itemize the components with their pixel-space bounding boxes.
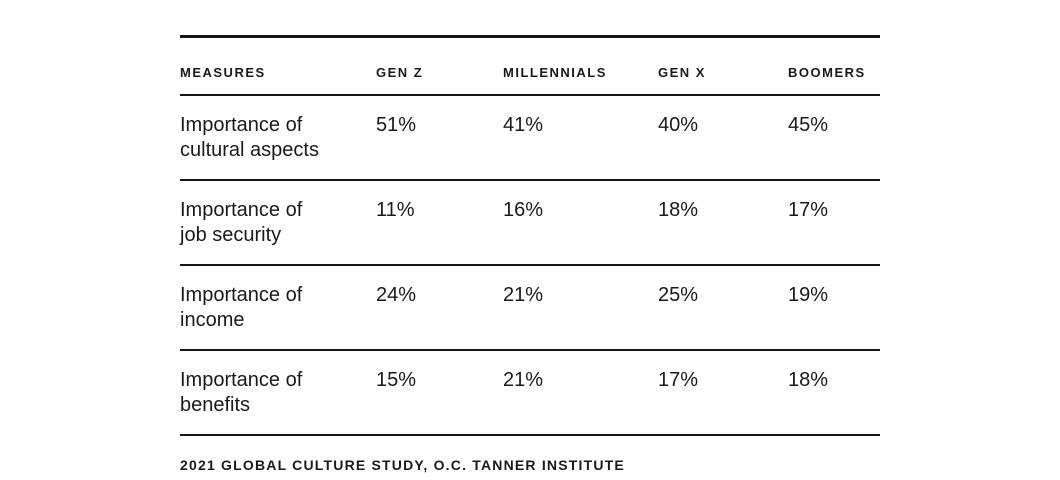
table-header-row: MEASURES GEN Z MILLENNIALS GEN X BOOMERS bbox=[180, 38, 880, 96]
column-header-gen-x: GEN X bbox=[658, 65, 706, 80]
measure-label-line: Importance of bbox=[180, 199, 303, 221]
value-cell-boomers: 45% bbox=[788, 114, 829, 136]
table-row-cultural-aspects: Importance of cultural aspects 51% 41% 4… bbox=[180, 96, 880, 181]
value-cell-millennials: 21% bbox=[503, 369, 544, 391]
value-cell-gen-x: 25% bbox=[658, 284, 699, 306]
value-cell-boomers: 18% bbox=[788, 369, 829, 391]
measure-label-line: Importance of bbox=[180, 284, 303, 306]
value-cell-millennials: 41% bbox=[503, 114, 544, 136]
measure-label-line: income bbox=[180, 309, 245, 331]
measure-label: Importance of cultural aspects bbox=[180, 113, 376, 163]
value-cell-millennials: 16% bbox=[503, 199, 544, 221]
measure-label-line: job security bbox=[180, 224, 282, 246]
measure-label-line: Importance of bbox=[180, 114, 303, 136]
column-header-boomers: BOOMERS bbox=[788, 65, 866, 80]
source-attribution: 2021 GLOBAL CULTURE STUDY, O.C. TANNER I… bbox=[180, 457, 625, 473]
table-row-income: Importance of income 24% 21% 25% 19% bbox=[180, 266, 880, 351]
column-header-measures: MEASURES bbox=[180, 65, 266, 80]
column-header-millennials: MILLENNIALS bbox=[503, 65, 607, 80]
value-cell-gen-z: 24% bbox=[376, 284, 417, 306]
value-cell-gen-z: 15% bbox=[376, 369, 417, 391]
measure-label-line: Importance of bbox=[180, 369, 303, 391]
value-cell-boomers: 17% bbox=[788, 199, 829, 221]
value-cell-millennials: 21% bbox=[503, 284, 544, 306]
measure-label: Importance of income bbox=[180, 283, 376, 333]
measure-label-line: benefits bbox=[180, 394, 251, 416]
value-cell-boomers: 19% bbox=[788, 284, 829, 306]
table-row-job-security: Importance of job security 11% 16% 18% 1… bbox=[180, 181, 880, 266]
value-cell-gen-z: 51% bbox=[376, 114, 417, 136]
value-cell-gen-x: 40% bbox=[658, 114, 699, 136]
measure-label: Importance of job security bbox=[180, 198, 376, 248]
value-cell-gen-z: 11% bbox=[376, 199, 415, 221]
measures-table-figure: MEASURES GEN Z MILLENNIALS GEN X BOOMERS… bbox=[180, 35, 880, 473]
value-cell-gen-x: 17% bbox=[658, 369, 699, 391]
value-cell-gen-x: 18% bbox=[658, 199, 699, 221]
table-row-benefits: Importance of benefits 15% 21% 17% 18% bbox=[180, 351, 880, 436]
column-header-gen-z: GEN Z bbox=[376, 65, 424, 80]
measure-label: Importance of benefits bbox=[180, 368, 376, 418]
measure-label-line: cultural aspects bbox=[180, 139, 319, 161]
measures-table: MEASURES GEN Z MILLENNIALS GEN X BOOMERS… bbox=[180, 35, 880, 436]
